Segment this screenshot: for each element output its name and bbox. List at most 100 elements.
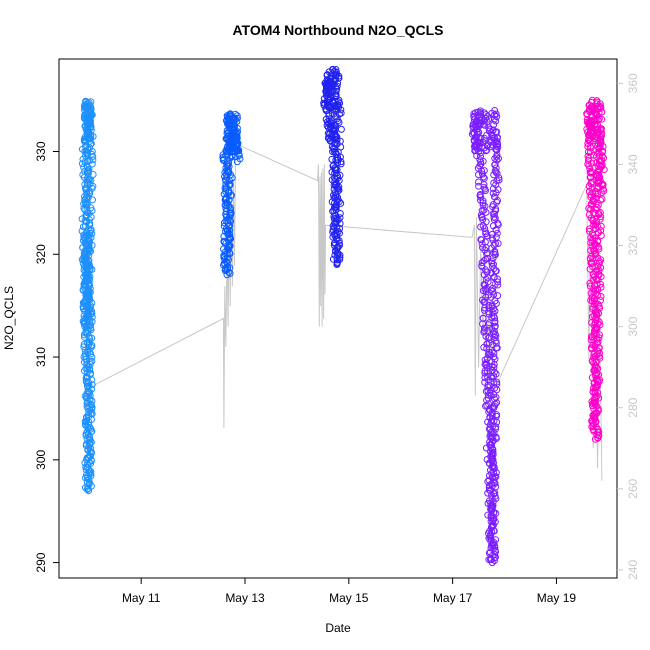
- y2-tick-label: 300: [626, 316, 640, 336]
- data-point: [221, 195, 229, 203]
- data-point: [488, 314, 496, 321]
- data-point: [332, 113, 340, 120]
- data-point: [475, 182, 483, 190]
- data-point: [88, 410, 96, 418]
- data-point: [85, 338, 93, 346]
- data-point: [331, 75, 339, 83]
- data-point: [332, 214, 340, 222]
- data-point: [331, 130, 339, 138]
- data-point: [327, 75, 335, 83]
- data-point: [584, 160, 592, 168]
- data-point: [82, 254, 90, 262]
- data-point: [479, 120, 487, 128]
- y2-tick-label: 280: [626, 397, 640, 417]
- data-point: [490, 490, 498, 498]
- y-tick-label: 290: [34, 552, 48, 572]
- data-point: [330, 99, 338, 107]
- data-point: [89, 196, 96, 204]
- data-point: [481, 367, 489, 375]
- data-point: [592, 409, 600, 417]
- data-point: [594, 116, 602, 124]
- data-point: [591, 352, 599, 360]
- data-point: [482, 114, 490, 122]
- data-point: [492, 337, 500, 345]
- data-point: [87, 321, 95, 329]
- data-point: [222, 177, 230, 185]
- data-point: [83, 102, 91, 110]
- data-point: [594, 254, 602, 262]
- secondary-series-line: [84, 143, 603, 481]
- data-point: [84, 362, 92, 370]
- data-point: [483, 363, 491, 371]
- data-point: [597, 222, 605, 230]
- data-point: [589, 106, 597, 114]
- data-point: [597, 196, 605, 204]
- data-point: [323, 106, 330, 114]
- data-point: [222, 208, 230, 216]
- data-point: [224, 226, 232, 234]
- data-point: [483, 131, 491, 139]
- data-point: [87, 369, 95, 377]
- data-point: [83, 373, 91, 381]
- data-point: [490, 350, 498, 357]
- data-point: [589, 419, 596, 427]
- data-point: [491, 400, 499, 408]
- data-point: [490, 121, 498, 129]
- data-point: [477, 134, 484, 142]
- data-point: [477, 158, 485, 166]
- data-point: [85, 411, 92, 418]
- data-point: [593, 375, 600, 383]
- data-point: [480, 306, 488, 314]
- data-point: [323, 84, 330, 92]
- data-point: [232, 129, 240, 136]
- data-point: [88, 381, 96, 389]
- data-point: [597, 213, 605, 221]
- data-point: [595, 334, 603, 342]
- data-point: [587, 127, 594, 135]
- data-point: [487, 429, 495, 437]
- data-point: [494, 140, 501, 147]
- series-3: [320, 65, 345, 268]
- data-point: [332, 66, 340, 73]
- data-point: [85, 165, 93, 173]
- data-point: [332, 206, 340, 214]
- data-point: [82, 327, 90, 335]
- data-point: [487, 537, 495, 545]
- data-point: [585, 136, 593, 144]
- data-point: [86, 468, 93, 476]
- data-point: [471, 142, 479, 150]
- data-point: [225, 234, 233, 242]
- data-point: [486, 432, 494, 440]
- data-point: [85, 127, 93, 135]
- series-1: [78, 97, 97, 495]
- data-point: [476, 109, 484, 116]
- data-point: [334, 117, 342, 125]
- y-tick-label: 300: [34, 449, 48, 469]
- data-point: [479, 199, 487, 207]
- data-point: [86, 447, 94, 455]
- data-point: [492, 138, 500, 146]
- data-point: [82, 98, 90, 106]
- series-4: [468, 107, 503, 567]
- data-point: [585, 162, 593, 170]
- data-point: [475, 178, 482, 186]
- data-point: [336, 229, 343, 237]
- series-2: [219, 110, 244, 279]
- data-point: [85, 294, 93, 302]
- y-axis-title: N2O_QCLS: [2, 286, 16, 350]
- data-point: [491, 297, 499, 305]
- data-point: [484, 387, 492, 395]
- data-point: [492, 548, 499, 556]
- y2-tick-label: 240: [626, 560, 640, 580]
- y2-tick-label: 360: [626, 73, 640, 93]
- data-point: [584, 148, 592, 156]
- data-point: [484, 112, 492, 120]
- data-point: [232, 146, 240, 154]
- data-point: [492, 536, 500, 544]
- data-point: [224, 217, 232, 225]
- data-point: [489, 446, 497, 454]
- data-point: [88, 353, 96, 361]
- data-point: [224, 230, 232, 238]
- data-point: [490, 459, 497, 467]
- data-point: [592, 309, 599, 317]
